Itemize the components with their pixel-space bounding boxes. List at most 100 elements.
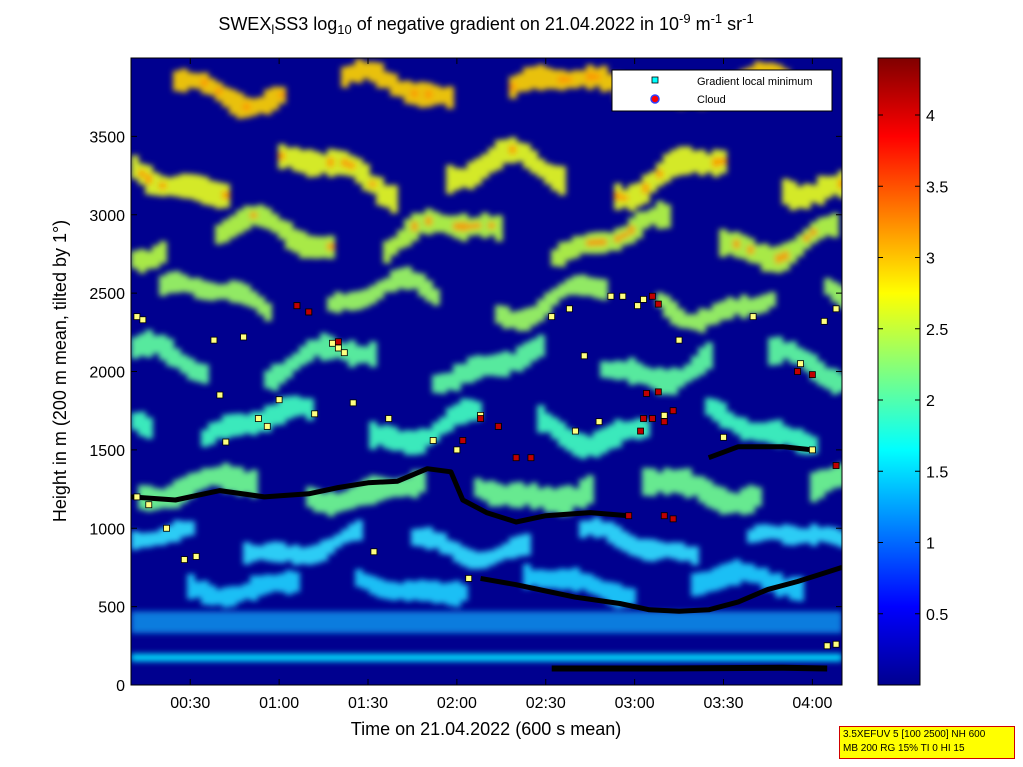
gradient-minimum-marker	[660, 411, 668, 419]
gradient-minimum-marker	[216, 391, 224, 399]
cloud-marker	[512, 454, 520, 462]
gradient-minimum-marker	[180, 556, 188, 563]
gradient-minimum-marker	[453, 446, 461, 454]
gradient-minimum-marker	[275, 396, 283, 404]
cloud-marker	[494, 422, 502, 430]
cloud-marker	[640, 415, 647, 422]
gradient-minimum-marker	[566, 305, 573, 313]
cloud-marker	[654, 300, 662, 308]
cloud-marker	[643, 390, 650, 397]
y-axis: 0 500 1000 1500 2000 2500 3000 3500	[89, 129, 842, 695]
colorbar-tick-label: 4	[926, 108, 935, 125]
layer-track-ground-layer	[551, 664, 828, 672]
colorbar-tick-label: 0.5	[926, 607, 948, 624]
gradient-minimum-marker	[429, 437, 437, 444]
y-tick-label: 500	[98, 600, 125, 617]
cloud-marker	[660, 418, 668, 426]
y-tick-label: 1500	[89, 443, 125, 460]
parameter-info-box: 3.5XEFUV 5 [100 2500] NH 600 MB 200 RG 1…	[839, 726, 1015, 759]
cloud-marker	[649, 292, 656, 300]
cloud-marker	[669, 407, 677, 415]
gradient-minimum-marker	[675, 336, 683, 344]
info-line-1: 3.5XEFUV 5 [100 2500] NH 600	[843, 729, 986, 740]
gradient-minimum-marker	[334, 344, 342, 352]
cloud-marker	[625, 512, 633, 520]
y-axis-label: Height in m (200 m mean, tilted by 1°)	[50, 220, 70, 522]
gradient-minimum-marker	[823, 642, 831, 650]
gradient-minimum-marker	[548, 313, 556, 321]
gradient-minimum-marker	[311, 410, 319, 418]
cloud-marker	[637, 427, 644, 435]
cloud-marker	[477, 415, 484, 422]
legend-label-minimum: Gradient local minimum	[697, 76, 813, 88]
x-tick-label: 03:00	[615, 695, 655, 712]
x-tick-label: 03:30	[703, 695, 743, 712]
gradient-minimum-marker	[808, 446, 816, 454]
cloud-marker	[649, 415, 656, 422]
gradient-minimum-marker	[210, 336, 218, 344]
gradient-minimum-marker	[720, 433, 727, 441]
cloud-marker	[305, 308, 313, 316]
y-tick-label: 2500	[89, 286, 125, 303]
y-tick-label: 3500	[89, 129, 125, 146]
gradient-minimum-marker	[832, 305, 840, 313]
gradient-minimum-marker	[263, 422, 271, 430]
x-tick-label: 00:30	[170, 695, 210, 712]
gradient-minimum-marker	[385, 415, 393, 422]
plot-area	[131, 58, 842, 685]
gradient-minimum-marker	[349, 399, 357, 407]
layer-track-mid-layer	[131, 466, 629, 525]
cloud-marker	[459, 437, 467, 444]
gradient-minimum-marker	[329, 339, 336, 347]
x-axis: 00:30 01:00 01:30 02:00 02:30 03:00 03:30 04:00	[170, 58, 832, 712]
gradient-minimum-marker	[222, 438, 230, 446]
colorbar-tick-label: 3	[926, 251, 935, 268]
gradient-minimum-marker	[595, 418, 603, 426]
gradient-minimum-marker	[832, 640, 840, 648]
colorbar-tick-label: 1.5	[926, 464, 948, 481]
x-tick-label: 01:30	[348, 695, 388, 712]
y-tick-label: 2000	[89, 365, 125, 382]
x-axis-label: Time on 21.04.2022 (600 s mean)	[351, 719, 622, 739]
gradient-minimum-marker	[163, 524, 170, 532]
x-tick-label: 01:00	[259, 695, 299, 712]
gradient-minimum-marker	[370, 548, 378, 556]
gradient-minimum-marker	[820, 317, 828, 325]
cloud-marker	[527, 454, 535, 462]
chart-title: SWEXlSS3 log10 of negative gradient on 2…	[218, 11, 753, 37]
gradient-minimum-marker	[580, 352, 588, 360]
legend-marker-cloud	[650, 94, 660, 104]
legend-label-cloud: Cloud	[697, 94, 726, 106]
gradient-minimum-marker	[634, 302, 641, 310]
gradient-minimum-marker	[133, 493, 141, 501]
colorbar: 0.5 1 1.5 2 2.5 3 3.5 4	[877, 57, 948, 686]
x-tick-label: 02:30	[526, 695, 566, 712]
cloud-marker	[334, 338, 342, 346]
colorbar-tick-label: 2.5	[926, 322, 948, 339]
cloud-marker	[832, 462, 840, 469]
y-tick-label: 0	[116, 678, 125, 695]
gradient-minimum-marker	[797, 360, 804, 368]
info-line-2: MB 200 RG 15% TI 0 HI 15	[843, 743, 965, 754]
cloud-marker	[654, 388, 662, 396]
gradient-minimum-marker	[749, 313, 757, 321]
gradient-minimum-marker	[192, 553, 200, 560]
gradient-minimum-marker	[133, 313, 141, 321]
gradient-minimum-marker	[240, 333, 247, 341]
gradient-minimum-marker	[571, 427, 579, 435]
y-tick-label: 1000	[89, 521, 125, 538]
cloud-marker	[293, 302, 301, 310]
gradient-minimum-marker	[145, 501, 153, 509]
gradient-minimum-marker	[607, 292, 615, 300]
colorbar-tick-label: 3.5	[926, 179, 948, 196]
layer-track-upper-layer	[707, 444, 813, 461]
colorbar-tick-label: 1	[926, 536, 935, 553]
legend: Gradient local minimum Cloud	[611, 69, 833, 112]
gradient-minimum-marker	[254, 415, 262, 422]
gradient-minimum-marker	[139, 316, 147, 324]
gradient-minimum-marker	[619, 292, 627, 300]
cloud-marker	[808, 371, 816, 379]
gradient-minimum-marker	[465, 575, 473, 582]
y-tick-label: 3000	[89, 208, 125, 225]
